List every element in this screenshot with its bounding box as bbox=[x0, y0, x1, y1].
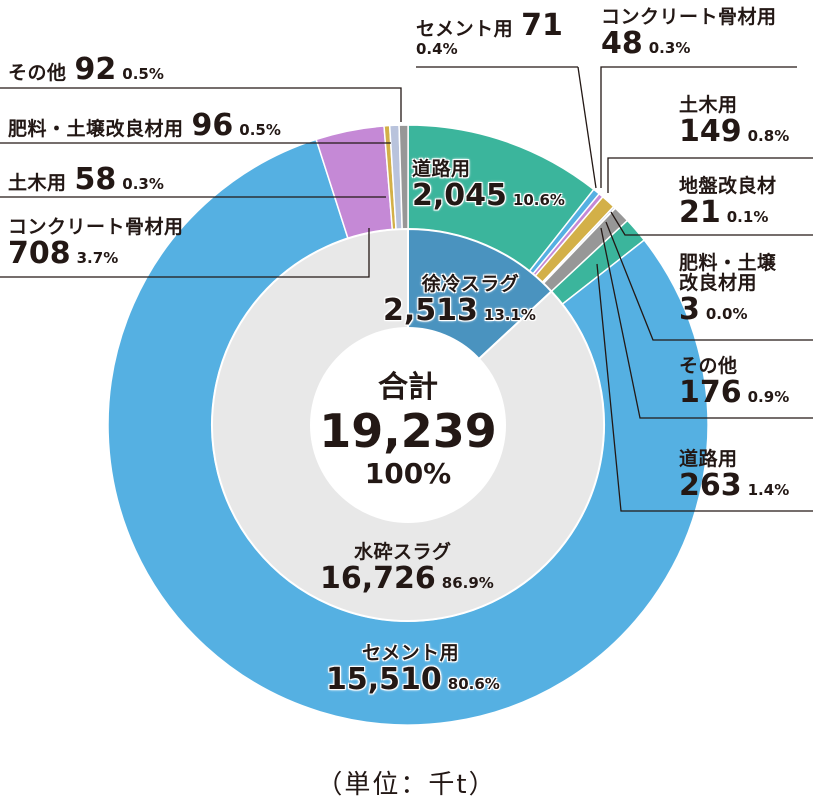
label-suisai-slag: 水砕スラグ 16,726 86.9% bbox=[320, 541, 494, 596]
outer-ring bbox=[107, 124, 709, 726]
unit-label: （単位：千t） bbox=[316, 770, 497, 800]
label-suisai-fertilizer: 肥料・土壌改良材用 96 0.5% bbox=[8, 108, 281, 143]
label-suisai-cement: セメント用 15,510 80.6% bbox=[326, 642, 500, 697]
label-jorei-slag: 徐冷スラグ 2,513 13.1% bbox=[383, 273, 536, 328]
label-jorei-civil: 土木用 149 0.8% bbox=[679, 94, 790, 149]
total-label: 合計 19,239 100% bbox=[308, 362, 508, 490]
label-jorei-ground: 地盤改良材 21 0.1% bbox=[679, 175, 777, 230]
total-value: 19,239 bbox=[319, 404, 497, 458]
label-jorei-concrete: コンクリート骨材用 48 0.3% bbox=[601, 6, 777, 61]
label-jorei-road-2: 道路用 263 1.4% bbox=[679, 448, 790, 503]
leader-lines bbox=[0, 66, 813, 512]
label-jorei-fertilizer: 肥料・土壌 改良材用 3 0.0% bbox=[679, 252, 777, 327]
label-suisai-civil: 土木用 58 0.3% bbox=[8, 162, 164, 197]
label-jorei-cement: セメント用 71 0.4% bbox=[416, 8, 563, 58]
label-jorei-road: 道路用 2,045 10.6% bbox=[412, 158, 565, 213]
label-jorei-other: その他 176 0.9% bbox=[679, 355, 790, 410]
center-hole bbox=[310, 327, 506, 523]
total-pct: 100% bbox=[364, 456, 452, 490]
label-suisai-other: その他 92 0.5% bbox=[8, 52, 164, 87]
label-suisai-concrete: コンクリート骨材用 708 3.7% bbox=[8, 216, 184, 271]
total-title: 合計 bbox=[378, 370, 438, 405]
